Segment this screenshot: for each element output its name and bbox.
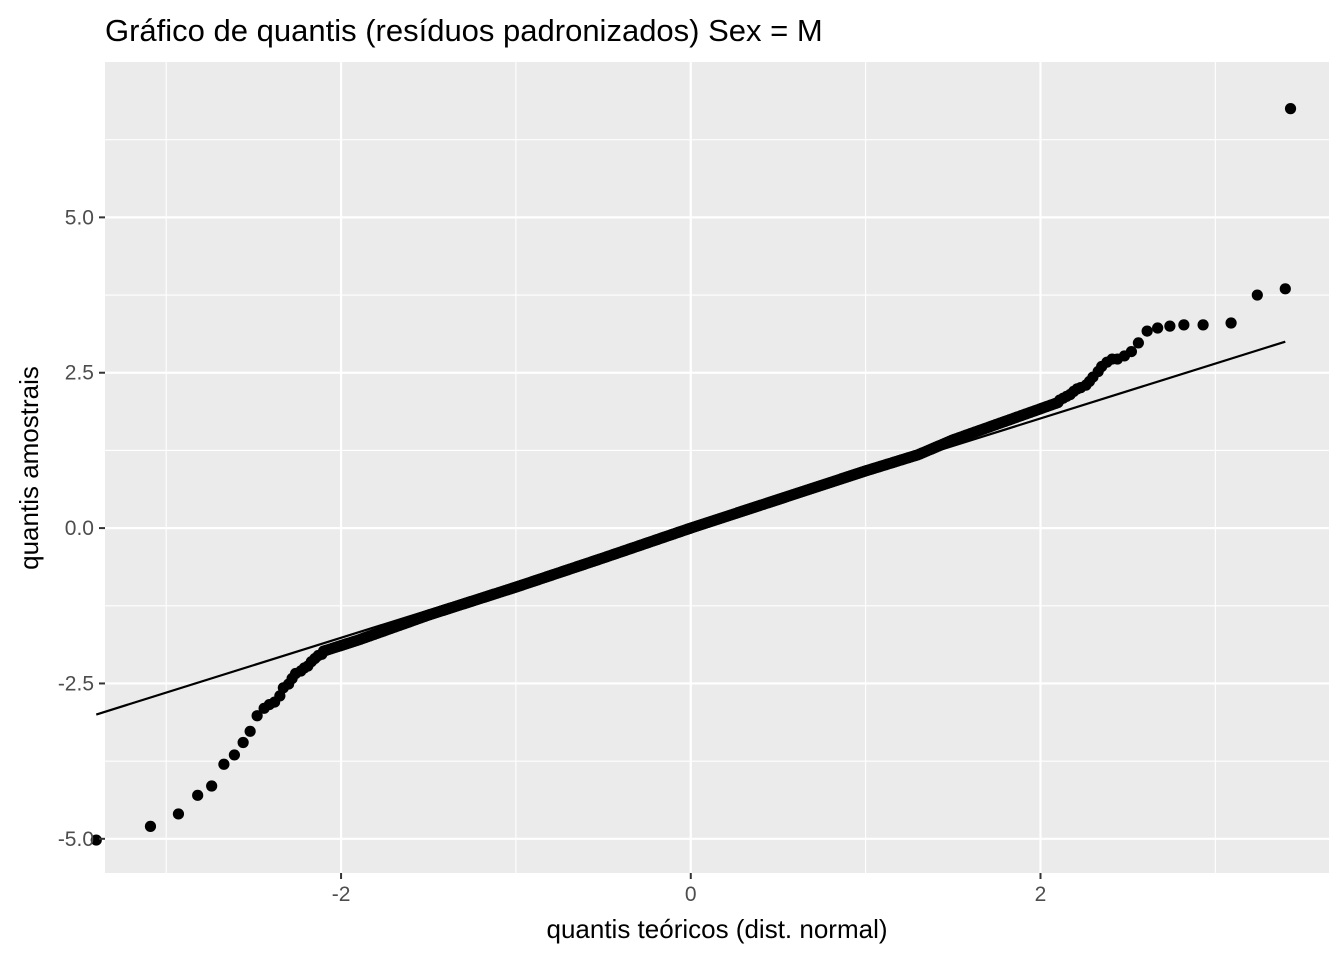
data-point [1152,322,1164,334]
data-point [192,789,204,801]
data-point [172,808,185,820]
y-tick-label: 0.0 [65,517,94,540]
y-tick-label: 5.0 [65,206,94,229]
plot-panel [105,62,1329,873]
data-points [90,103,1297,846]
data-point [218,758,230,770]
data-point [1125,345,1138,358]
data-point [206,780,218,792]
data-point [1225,317,1237,329]
minor-gridlines [105,62,1329,873]
y-tick-label: 2.5 [65,362,94,385]
x-tick-label: -2 [332,883,351,906]
data-point [144,820,157,832]
data-point [1178,319,1190,331]
data-point [90,834,102,846]
data-point [251,710,263,722]
data-point [1197,319,1209,331]
y-axis-title: quantis amostrais [14,366,44,570]
data-point [237,736,249,749]
major-gridlines [105,62,1329,873]
x-axis-title: quantis teóricos (dist. normal) [546,914,887,944]
x-tick-label: 2 [1035,883,1047,906]
data-point [1164,320,1176,332]
y-axis-ticks: -5.0 -2.5 0.0 2.5 5.0 [58,206,105,851]
chart-title: Gráfico de quantis (resíduos padronizado… [105,13,823,48]
data-point [316,648,328,660]
y-tick-label: -2.5 [58,672,94,695]
data-point [1279,283,1291,295]
y-tick-label: -5.0 [58,828,94,851]
data-point [1132,337,1145,349]
x-tick-label: 0 [685,883,697,906]
data-point [1284,103,1297,115]
x-axis-ticks: -2 0 2 [332,873,1047,906]
data-point [1251,289,1263,301]
data-point [244,725,256,737]
data-point [228,749,240,761]
data-point [1141,325,1153,337]
